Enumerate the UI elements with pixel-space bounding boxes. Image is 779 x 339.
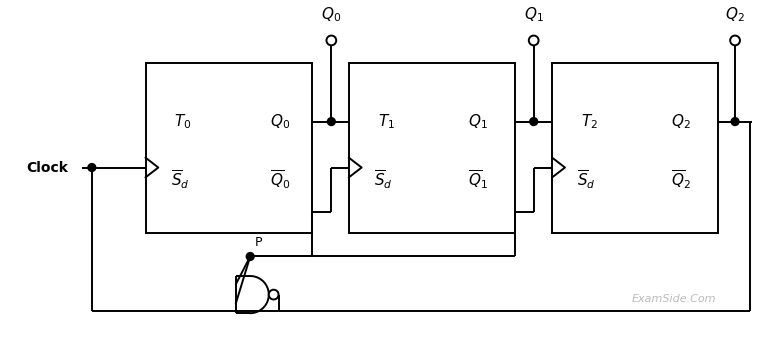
- Text: $\overline{Q}_1$: $\overline{Q}_1$: [468, 169, 488, 192]
- Circle shape: [246, 253, 254, 260]
- Text: $Q_2$: $Q_2$: [671, 112, 691, 131]
- Text: $Q_1$: $Q_1$: [523, 5, 544, 24]
- Text: $\overline{S}_d$: $\overline{S}_d$: [171, 169, 189, 192]
- Text: $Q_2$: $Q_2$: [725, 5, 745, 24]
- Text: $Q_0$: $Q_0$: [270, 112, 291, 131]
- Text: ExamSide.Com: ExamSide.Com: [631, 295, 716, 304]
- Circle shape: [529, 36, 538, 45]
- Circle shape: [269, 290, 279, 299]
- Text: $\overline{S}_d$: $\overline{S}_d$: [577, 169, 596, 192]
- Text: $Q_0$: $Q_0$: [321, 5, 341, 24]
- Circle shape: [88, 164, 96, 172]
- Text: $Q_1$: $Q_1$: [468, 112, 488, 131]
- Text: P: P: [255, 236, 263, 248]
- Text: $\overline{Q}_2$: $\overline{Q}_2$: [671, 169, 691, 192]
- Text: $T_1$: $T_1$: [378, 112, 395, 131]
- Circle shape: [530, 118, 538, 125]
- Circle shape: [731, 118, 739, 125]
- Circle shape: [327, 118, 335, 125]
- Text: Clock: Clock: [26, 161, 69, 175]
- Circle shape: [326, 36, 337, 45]
- Text: $T_2$: $T_2$: [581, 112, 598, 131]
- Text: $\overline{S}_d$: $\overline{S}_d$: [374, 169, 393, 192]
- Text: $T_0$: $T_0$: [174, 112, 192, 131]
- Text: $\overline{Q}_0$: $\overline{Q}_0$: [270, 169, 291, 192]
- Circle shape: [730, 36, 740, 45]
